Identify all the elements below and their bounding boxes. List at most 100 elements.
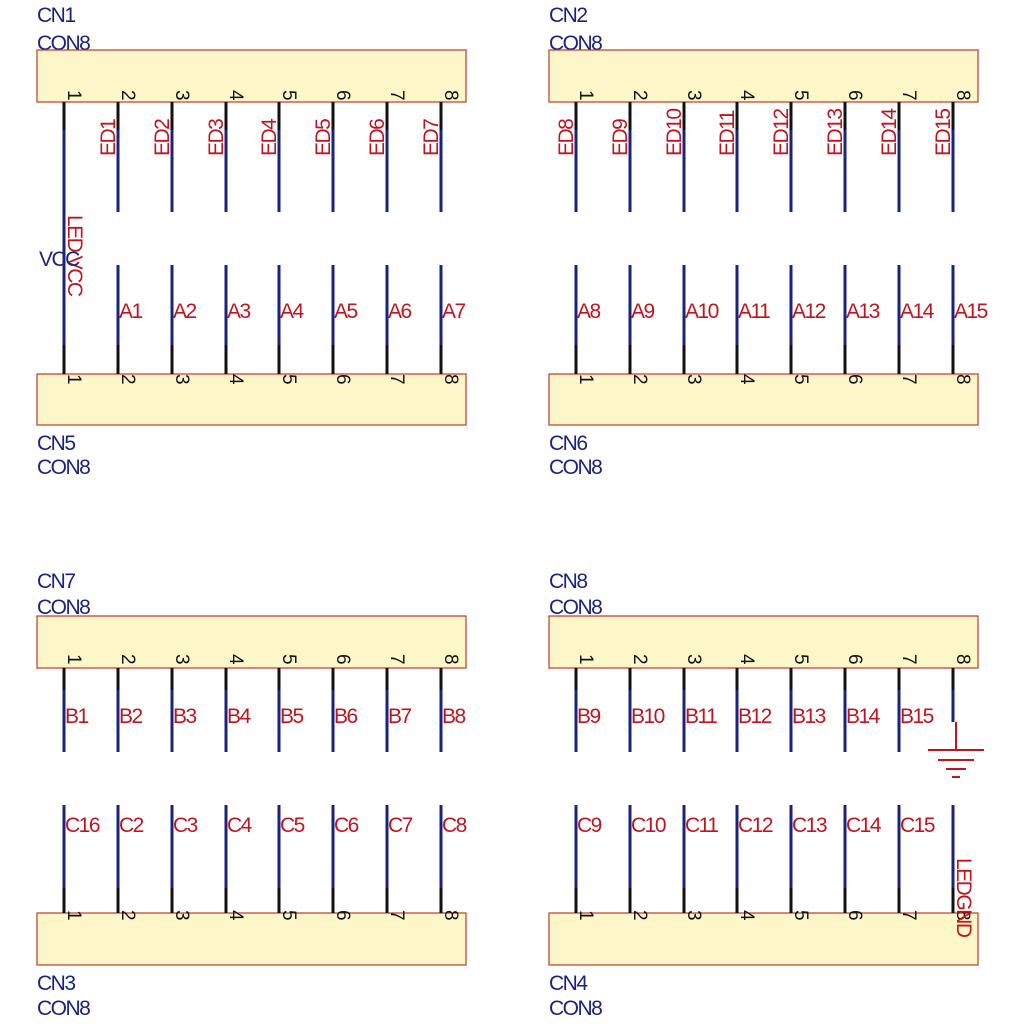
led-vcc-label: LED VCC xyxy=(63,215,86,297)
cn2-pin-2: 2 xyxy=(629,90,650,101)
cn3-pin-7: 7 xyxy=(386,910,407,921)
net-ed-right-5: ED12 xyxy=(770,109,793,156)
cn4-pin-8: 8 xyxy=(952,910,973,921)
cn5-pin-5: 5 xyxy=(278,374,299,385)
cn1-pin-5: 5 xyxy=(278,90,299,101)
net-a-right-7: A14 xyxy=(900,300,935,323)
cn7-pin-7: 7 xyxy=(386,654,407,665)
cn8-pin-7: 7 xyxy=(898,654,919,665)
net-c-left-5: C5 xyxy=(280,814,305,837)
connector-cn6: CN6 CON8 xyxy=(548,373,979,479)
net-a-right-1: A8 xyxy=(577,300,601,323)
net-c-left-7: C7 xyxy=(388,814,413,837)
cn6-pin-4: 4 xyxy=(736,374,757,385)
net-b-left-3: B3 xyxy=(173,705,197,728)
cn3-pin-3: 3 xyxy=(171,910,192,921)
cn6-pin-1: 1 xyxy=(575,374,596,385)
wires-layer xyxy=(62,102,955,913)
net-c-left-2: C2 xyxy=(119,814,144,837)
net-b-left-2: B2 xyxy=(119,705,143,728)
connector-cn1: CN1 CON8 xyxy=(36,4,467,103)
connector-cn5: CN5 CON8 xyxy=(36,373,467,479)
cn1-pin-7: 7 xyxy=(386,90,407,101)
cn6-pin-7: 7 xyxy=(898,374,919,385)
cn7-pin-3: 3 xyxy=(171,654,192,665)
net-c-left-8: C8 xyxy=(442,814,467,837)
net-ed-right-8: ED15 xyxy=(932,109,955,156)
net-b-right-7: B15 xyxy=(900,705,934,728)
cn7-value: CON8 xyxy=(37,596,90,619)
net-a-right-5: A12 xyxy=(792,300,826,323)
cn5-pin-7: 7 xyxy=(386,374,407,385)
cn4-ref: CN4 xyxy=(549,972,588,995)
cn5-body xyxy=(36,373,467,426)
net-b-left-6: B6 xyxy=(334,705,358,728)
net-a-right-6: A13 xyxy=(846,300,880,323)
pin-numbers-layer: 1 2 3 4 5 6 7 8 1 2 3 4 5 6 7 8 1 2 3 4 5 6 7 8 1 2 3 4 5 6 7 8 1 2 3 4 5 6 7 8… xyxy=(63,90,973,921)
cn4-pin-6: 6 xyxy=(844,910,865,921)
cn3-body xyxy=(36,912,467,966)
net-ed-left-5: ED5 xyxy=(312,119,335,156)
cn8-pin-3: 3 xyxy=(683,654,704,665)
cn2-ref: CN2 xyxy=(549,4,587,27)
cn2-body xyxy=(548,49,979,103)
cn8-pin-1: 1 xyxy=(575,654,596,665)
connector-cn2: CN2 CON8 xyxy=(548,4,979,103)
net-a-right-8: A15 xyxy=(954,300,988,323)
net-a-left-1: A1 xyxy=(119,300,143,323)
cn2-pin-3: 3 xyxy=(683,90,704,101)
cn1-value: CON8 xyxy=(37,32,90,55)
cn4-pin-1: 1 xyxy=(575,910,596,921)
cn4-pin-4: 4 xyxy=(736,910,757,921)
cn2-pin-4: 4 xyxy=(736,90,757,101)
cn5-ref: CN5 xyxy=(37,432,75,455)
cn1-pin-3: 3 xyxy=(171,90,192,101)
net-ed-left-7: ED7 xyxy=(420,119,443,156)
net-a-left-2: A2 xyxy=(173,300,197,323)
cn7-pin-8: 8 xyxy=(440,654,461,665)
cn7-body xyxy=(36,615,467,669)
connector-cn7: CN7 CON8 xyxy=(36,570,467,669)
cn3-pin-8: 8 xyxy=(440,910,461,921)
cn4-pin-7: 7 xyxy=(898,910,919,921)
cn3-ref: CN3 xyxy=(37,972,75,995)
cn4-value: CON8 xyxy=(549,997,602,1020)
cn5-pin-3: 3 xyxy=(171,374,192,385)
led-gnd-label: LEDGND xyxy=(952,858,975,938)
net-a-left-4: A4 xyxy=(280,300,305,323)
net-a-left-6: A6 xyxy=(388,300,412,323)
net-b-left-8: B8 xyxy=(442,705,466,728)
cn1-ref: CN1 xyxy=(37,4,75,27)
cn1-pin-2: 2 xyxy=(117,90,138,101)
cn6-pin-3: 3 xyxy=(683,374,704,385)
net-ed-right-7: ED14 xyxy=(878,108,901,156)
cn8-pin-8: 8 xyxy=(952,654,973,665)
net-ed-right-4: ED11 xyxy=(716,110,739,156)
cn1-pin-6: 6 xyxy=(332,90,353,101)
net-ed-left-4: ED4 xyxy=(258,118,281,156)
cn7-pin-1: 1 xyxy=(63,654,84,665)
cn5-pin-6: 6 xyxy=(332,374,353,385)
net-ed-right-2: ED9 xyxy=(609,119,632,156)
cn3-pin-4: 4 xyxy=(225,910,246,921)
cn2-pin-1: 1 xyxy=(575,90,596,101)
cn2-pin-5: 5 xyxy=(790,90,811,101)
cn4-pin-2: 2 xyxy=(629,910,650,921)
cn5-value: CON8 xyxy=(37,456,90,479)
net-a-left-3: A3 xyxy=(227,300,251,323)
net-c-right-5: C13 xyxy=(792,814,827,837)
cn5-pin-1: 1 xyxy=(63,374,84,385)
net-ed-right-3: ED10 xyxy=(663,109,686,156)
cn1-body xyxy=(36,49,467,103)
cn8-value: CON8 xyxy=(549,596,602,619)
cn2-pin-8: 8 xyxy=(952,90,973,101)
net-b-left-4: B4 xyxy=(227,705,252,728)
cn7-pin-2: 2 xyxy=(117,654,138,665)
cn7-pin-5: 5 xyxy=(278,654,299,665)
cn7-pin-6: 6 xyxy=(332,654,353,665)
cn7-ref: CN7 xyxy=(37,570,75,593)
cn1-pin-8: 8 xyxy=(440,90,461,101)
net-ed-right-6: ED13 xyxy=(824,109,847,156)
net-b-right-4: B12 xyxy=(738,705,772,728)
